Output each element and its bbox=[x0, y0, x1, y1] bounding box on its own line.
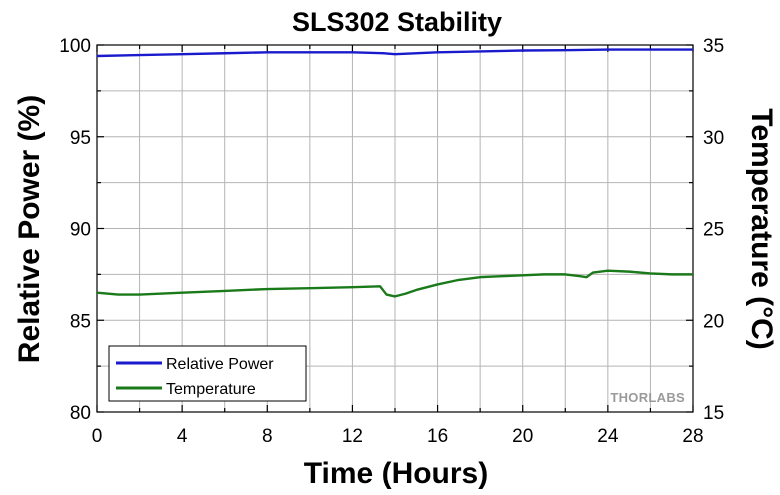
y-right-tick-label: 25 bbox=[703, 220, 724, 241]
x-tick-label: 28 bbox=[682, 426, 703, 447]
x-tick-label: 0 bbox=[92, 426, 103, 447]
series-line-temperature bbox=[96, 269, 693, 298]
x-tick-label: 12 bbox=[342, 426, 363, 447]
y-right-tick-labels: 15 20 25 30 35 bbox=[703, 36, 724, 424]
legend-label-relative-power: Relative Power bbox=[166, 356, 274, 373]
x-axis-title: Time (Hours) bbox=[304, 457, 488, 490]
y-left-tick-label: 95 bbox=[70, 128, 91, 149]
legend-box bbox=[108, 345, 307, 402]
y-right-tick-label: 30 bbox=[703, 128, 724, 149]
series-layer bbox=[96, 48, 693, 298]
legend-label-temperature: Temperature bbox=[166, 381, 256, 398]
legend: Relative Power Temperature bbox=[108, 345, 307, 402]
y-right-axis-title: Temperature (°C) bbox=[745, 108, 778, 349]
x-tick-label: 24 bbox=[597, 426, 619, 447]
y-right-tick-label: 20 bbox=[703, 311, 724, 332]
chart-title: SLS302 Stability bbox=[292, 7, 502, 37]
y-left-tick-labels: 80 85 90 95 100 bbox=[59, 36, 91, 424]
y-left-tick-label: 100 bbox=[59, 36, 91, 57]
x-tick-label: 4 bbox=[177, 426, 188, 447]
x-tick-label: 20 bbox=[512, 426, 533, 447]
y-right-tick-label: 35 bbox=[703, 36, 724, 57]
y-left-tick-label: 90 bbox=[70, 220, 91, 241]
y-left-tick-label: 80 bbox=[70, 403, 91, 424]
x-tick-label: 16 bbox=[427, 426, 448, 447]
thorlabs-logo: THORLABS bbox=[610, 390, 685, 405]
grid-lines bbox=[97, 45, 693, 412]
series-line-relative-power bbox=[96, 48, 693, 58]
y-left-tick-label: 85 bbox=[70, 311, 91, 332]
x-tick-labels: 0 4 8 12 16 20 24 28 bbox=[92, 426, 704, 447]
x-tick-label: 8 bbox=[262, 426, 273, 447]
y-left-axis-title: Relative Power (%) bbox=[13, 95, 46, 363]
y-right-tick-label: 15 bbox=[703, 403, 724, 424]
